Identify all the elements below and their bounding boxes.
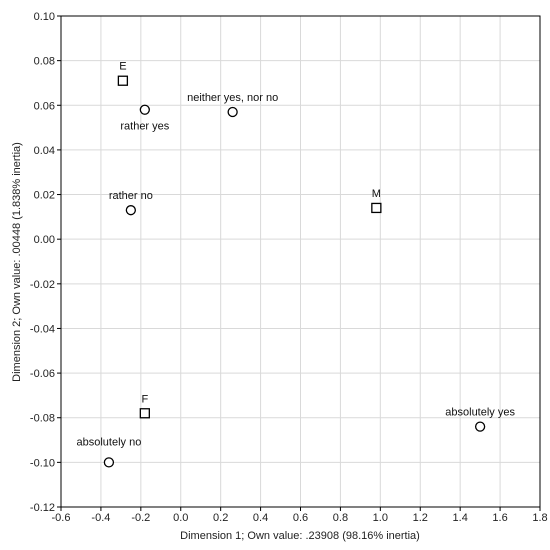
point-label: absolutely no xyxy=(76,436,141,448)
x-tick-label: 1.8 xyxy=(532,512,547,524)
point-label: rather no xyxy=(109,190,153,202)
x-tick-label: 0.2 xyxy=(213,512,228,524)
y-tick-label: 0.00 xyxy=(34,234,55,246)
x-tick-label: 0.6 xyxy=(293,512,308,524)
tick-labels: -0.6 -0.4 -0.2 0.0 0.2 0.4 0.6 0.8 1.0 1.2 1.4 1.6 1… xyxy=(30,11,548,524)
y-tick-label: 0.10 xyxy=(34,11,55,23)
plot-frame xyxy=(60,15,541,508)
y-tick-label: -0.04 xyxy=(30,323,55,335)
y-tick-label: 0.06 xyxy=(34,100,55,112)
x-tick-label: -0.2 xyxy=(131,512,150,524)
x-tick-label: -0.6 xyxy=(52,512,71,524)
x-tick-label: 1.2 xyxy=(413,512,428,524)
x-tick-label: 1.0 xyxy=(373,512,388,524)
x-tick-label: -0.4 xyxy=(91,512,110,524)
circle-marker xyxy=(139,104,150,115)
x-axis-title: Dimension 1; Own value: .23908 (98.16% i… xyxy=(180,530,420,542)
x-tick-label: 0.8 xyxy=(333,512,348,524)
x-tick-label: 0.4 xyxy=(253,512,268,524)
x-tick-label: 1.6 xyxy=(492,512,507,524)
circle-marker xyxy=(474,421,486,432)
y-tick-label: 0.04 xyxy=(34,145,55,157)
circle-marker xyxy=(103,457,115,468)
square-marker xyxy=(139,408,150,419)
circle-marker xyxy=(227,106,238,118)
point-label: neither yes, nor no xyxy=(187,92,278,104)
y-tick-label: 0.08 xyxy=(34,56,55,68)
square-marker xyxy=(117,75,129,86)
x-tick-label: 0.0 xyxy=(173,512,188,524)
y-tick-label: 0.02 xyxy=(34,190,55,202)
y-axis-title: Dimension 2; Own value: .00448 (1.838% i… xyxy=(11,142,23,382)
grid xyxy=(60,15,541,508)
x-tick-label: 1.4 xyxy=(453,512,468,524)
point-label: absolutely yes xyxy=(445,407,515,419)
point-label: rather yes xyxy=(120,121,169,133)
y-tick-label: -0.10 xyxy=(30,457,55,469)
y-tick-label: -0.06 xyxy=(30,368,55,380)
point-label: E xyxy=(119,61,126,73)
y-tick-label: -0.12 xyxy=(30,502,55,514)
point-label: F xyxy=(141,393,148,405)
square-marker xyxy=(371,202,382,214)
circle-marker xyxy=(125,205,137,216)
y-tick-label: -0.08 xyxy=(30,413,55,425)
y-tick-label: -0.02 xyxy=(30,279,55,291)
point-label: M xyxy=(372,188,381,200)
